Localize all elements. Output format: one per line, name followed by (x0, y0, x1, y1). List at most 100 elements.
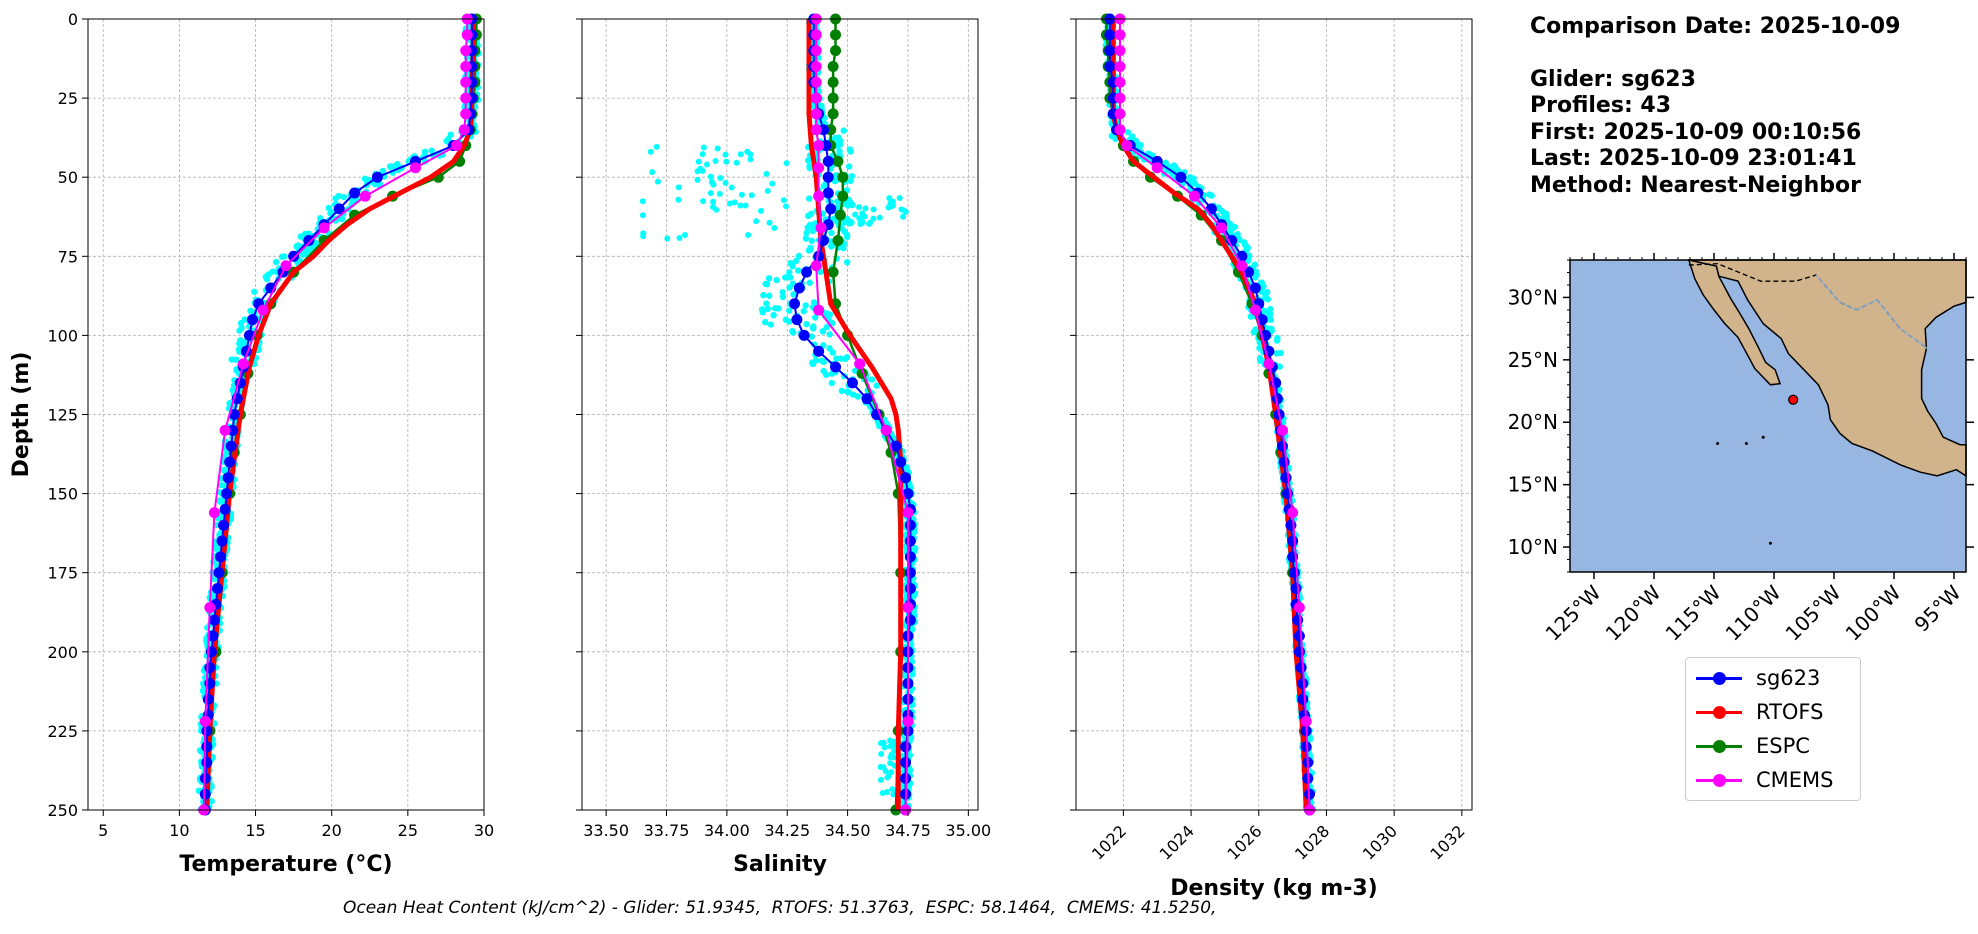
series-point-sg623 (349, 187, 361, 199)
series-point-cmems (1114, 45, 1126, 57)
glider-scatter-point (747, 156, 754, 163)
glider-scatter-point (873, 382, 880, 389)
map-frame (1569, 259, 1967, 573)
x-tick-label: 25 (398, 821, 418, 840)
glider-scatter-point (806, 279, 813, 286)
series-point-sg623 (904, 567, 916, 579)
series-point-cmems (451, 140, 463, 152)
glider-scatter-point (823, 323, 831, 331)
glider-scatter-point (272, 258, 280, 266)
glider-scatter-point (1124, 129, 1132, 136)
glider-scatter-point (787, 260, 794, 267)
glider-scatter-point (840, 244, 847, 252)
legend-label: CMEMS (1756, 768, 1834, 792)
map-lon-label: 100°W (1841, 580, 1906, 645)
glider-scatter-point (844, 388, 851, 395)
series-point-sg623 (895, 456, 907, 468)
glider-scatter-point (808, 237, 816, 244)
glider-scatter-point (744, 148, 751, 155)
glider-scatter-point (1186, 174, 1193, 182)
glider-scatter-point (856, 215, 863, 222)
series-point-espc (827, 266, 839, 278)
glider-scatter-point (820, 182, 828, 190)
glider-scatter-point (716, 190, 723, 197)
series-point-cmems (902, 602, 914, 614)
glider-scatter-point (694, 176, 701, 183)
glider-scatter-point (861, 213, 868, 220)
series-point-cmems (810, 92, 822, 104)
glider-scatter-point (803, 229, 810, 237)
series-point-sg623 (822, 187, 834, 199)
series-point-sg623 (219, 503, 231, 515)
series-point-espc (827, 108, 839, 120)
x-tick-label: 5 (98, 821, 108, 840)
series-point-cmems (1236, 260, 1248, 272)
glider-scatter-point (826, 345, 833, 352)
series-point-sg623 (830, 361, 842, 373)
x-tick-label: 20 (322, 821, 342, 840)
series-point-sg623 (204, 662, 216, 674)
glider-scatter-point (737, 202, 744, 209)
glider-scatter-point (882, 768, 889, 775)
glider-scatter-point (1206, 191, 1213, 198)
series-point-cmems (880, 424, 892, 436)
glider-scatter-point (852, 211, 859, 218)
glider-scatter-point (742, 202, 749, 209)
series-line-rtofs (204, 19, 476, 811)
series-point-cmems (1293, 602, 1305, 614)
glider-scatter-point (212, 545, 220, 552)
glider-scatter-point (783, 160, 790, 167)
glider-scatter-point (221, 467, 228, 475)
series-line-rtofs (806, 19, 904, 810)
glider-scatter-point (888, 769, 895, 776)
legend-swatch (1696, 739, 1742, 753)
glider-scatter-point (838, 387, 846, 395)
series-point-cmems (854, 358, 866, 370)
glider-scatter-point (795, 267, 802, 274)
glider-scatter-point (681, 232, 688, 239)
series-point-sg623 (904, 535, 916, 547)
map-island (1768, 541, 1772, 545)
glider-scatter-point (703, 161, 710, 168)
series-point-sg623 (215, 551, 227, 563)
glider-scatter-point (889, 786, 896, 793)
x-tick-label: 1032 (1426, 821, 1468, 863)
glider-scatter-point (265, 271, 272, 278)
glider-scatter-point (1251, 261, 1259, 268)
x-tick-label: 34.50 (825, 821, 871, 840)
profile-panel-3: 1022 1024 1026 1028 1030 1032 Density (kg m-3) (1070, 13, 1473, 901)
series-point-cmems (219, 424, 231, 436)
legend-item-rtofs: RTOFS (1696, 695, 1856, 729)
y-tick-label: 200 (47, 643, 78, 662)
series-point-espc (827, 92, 839, 104)
glider-scatter-point (1256, 357, 1264, 364)
glider-scatter-point (763, 300, 770, 307)
glider-scatter-point (1252, 274, 1259, 281)
glider-scatter-point (228, 356, 235, 363)
glider-scatter-point (862, 205, 869, 212)
glider-scatter-point (375, 181, 383, 188)
legend: sg623 RTOFS ESPC CMEMS (1685, 657, 1861, 801)
glider-scatter-point (748, 192, 755, 199)
series-point-sg623 (246, 314, 258, 326)
glider-scatter-point (639, 212, 646, 219)
series-point-cmems (460, 60, 472, 72)
glider-scatter-point (1240, 239, 1248, 246)
glider-scatter-point (332, 195, 339, 202)
glider-scatter-point (653, 143, 660, 150)
method: Method: Nearest-Neighbor (1530, 172, 1861, 198)
glider-name: Glider: sg623 (1530, 66, 1696, 92)
glider-scatter-point (710, 198, 717, 205)
glider-scatter-point (758, 306, 766, 313)
series-point-sg623 (1278, 456, 1290, 468)
glider-scatter-point (857, 220, 864, 227)
glider-scatter-point (826, 331, 833, 338)
glider-scatter-point (1277, 349, 1284, 357)
glider-scatter-point (387, 163, 394, 170)
series-point-sg623 (199, 788, 211, 800)
glider-scatter-point (818, 357, 825, 364)
glider-scatter-point (807, 244, 814, 252)
map-lon-label: 125°W (1541, 580, 1606, 645)
glider-scatter-point (1247, 313, 1254, 320)
glider-scatter-point (738, 191, 745, 198)
